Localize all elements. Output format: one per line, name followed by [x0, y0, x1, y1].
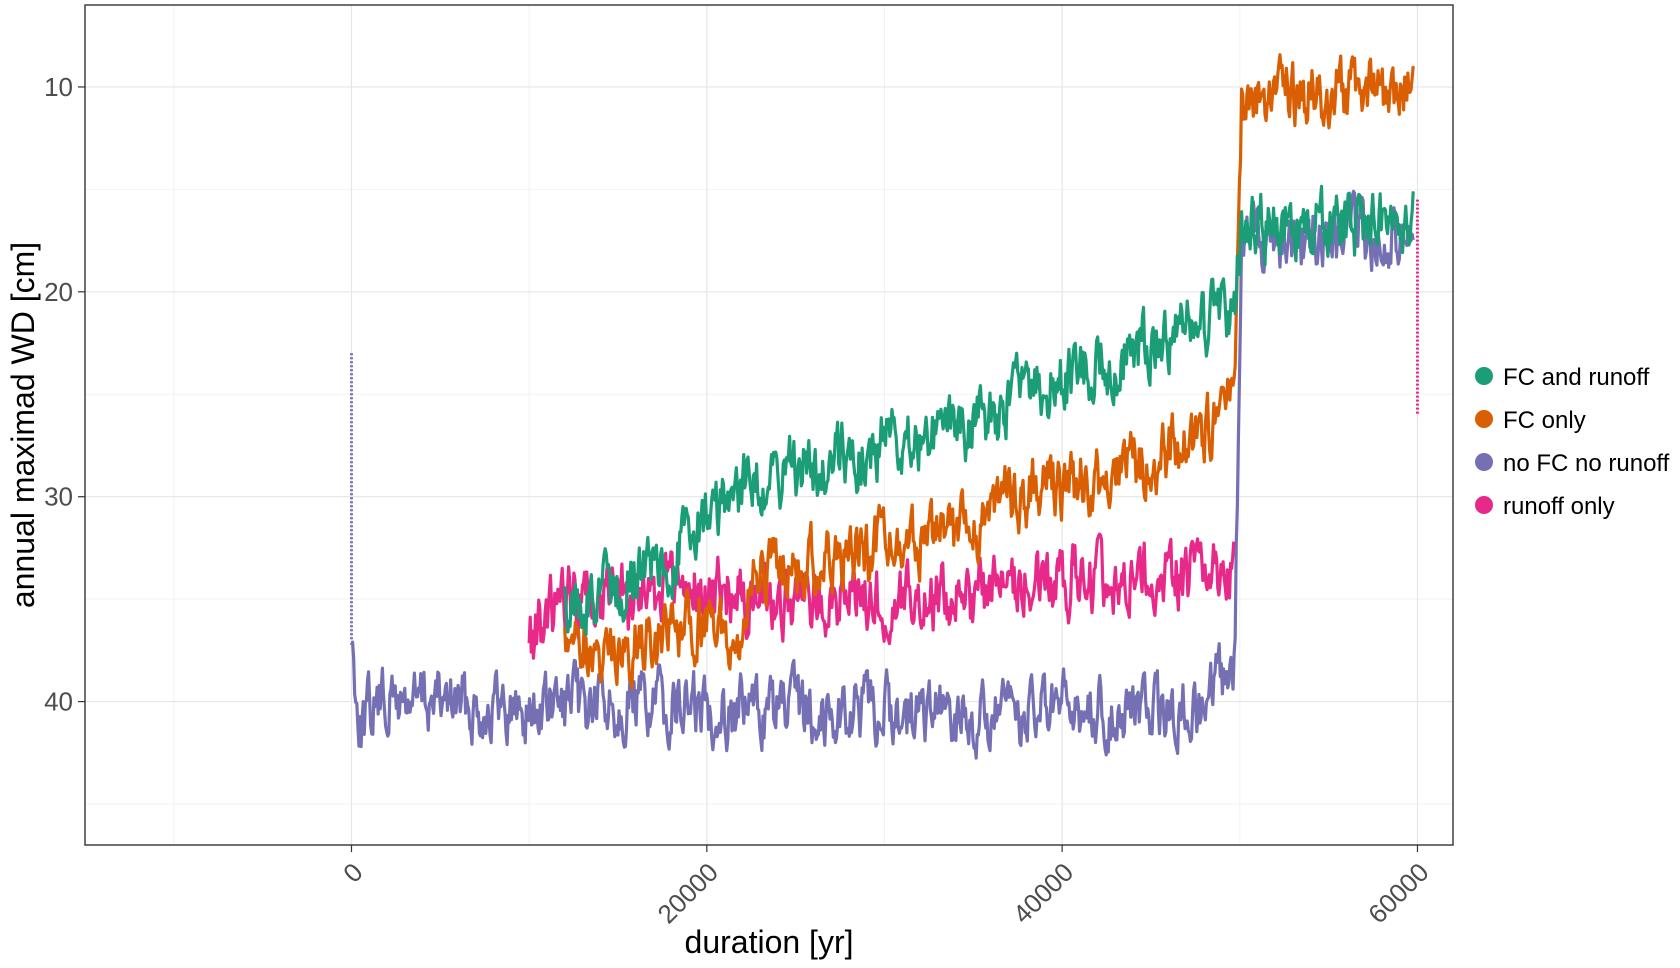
legend-label: runoff only: [1503, 493, 1615, 520]
series-line-fc-only: [563, 53, 1415, 690]
legend-label: no FC no runoff: [1503, 450, 1670, 477]
legend-label: FC only: [1503, 407, 1586, 434]
legend-key-fc-and-runoff: [1475, 367, 1493, 385]
legend-key-runoff-only: [1475, 496, 1493, 514]
series-line-no-fc-no-runoff: [349, 189, 1415, 760]
legend-key-no-fc-no-runoff: [1475, 453, 1493, 471]
plot-border: [84, 4, 1454, 846]
y-tick-label: 20: [44, 277, 73, 307]
grid-layer: [85, 5, 1453, 845]
series-line-fc-and-runoff: [563, 184, 1415, 637]
legend: FC and runoff FC only no FC no runoff runof…: [1475, 364, 1670, 520]
series-line-runoff-only: [527, 532, 1236, 660]
x-tick-label: 40000: [1007, 857, 1079, 929]
y-tick-label: 30: [44, 482, 73, 512]
y-axis-title: annual maximad WD [cm]: [5, 242, 41, 608]
y-tick-label: 10: [44, 72, 73, 102]
x-tick-label: 0: [337, 857, 368, 888]
plot-background: [85, 5, 1453, 845]
x-tick-label: 20000: [652, 857, 724, 929]
legend-key-fc-only: [1475, 410, 1493, 428]
legend-label: FC and runoff: [1503, 364, 1650, 391]
x-axis-title: duration [yr]: [685, 924, 854, 960]
series-layer: [349, 53, 1419, 760]
y-tick-label: 40: [44, 687, 73, 717]
x-tick-label: 60000: [1362, 857, 1434, 929]
